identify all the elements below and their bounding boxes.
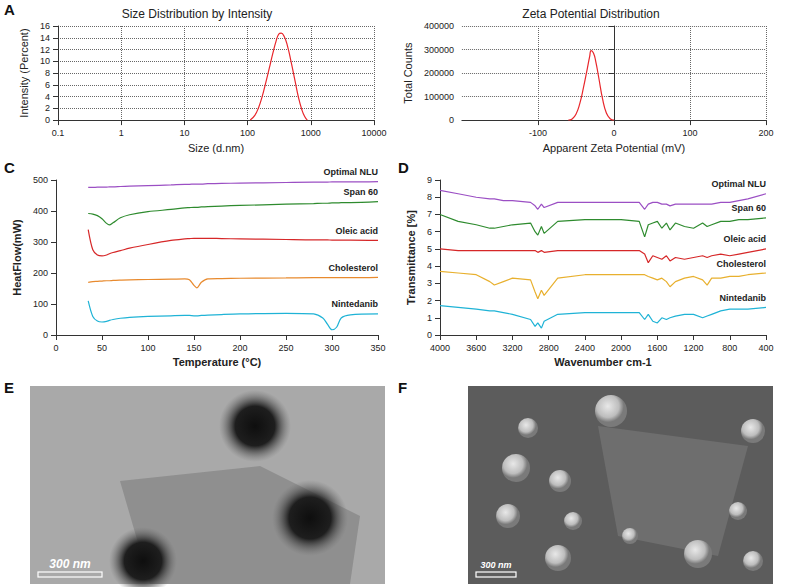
svg-text:200: 200 [33,268,48,278]
svg-text:1: 1 [119,128,124,138]
svg-text:-100: -100 [529,128,547,138]
svg-text:8: 8 [45,68,50,78]
svg-text:350: 350 [370,343,385,353]
svg-text:0: 0 [53,343,58,353]
svg-text:10: 10 [179,128,189,138]
svg-text:0.1: 0.1 [52,128,65,138]
svg-text:12: 12 [40,45,50,55]
svg-text:100: 100 [682,128,697,138]
svg-text:100000: 100000 [424,92,454,102]
svg-text:250: 250 [278,343,293,353]
svg-text:4000: 4000 [430,343,450,353]
svg-text:Cholesterol: Cholesterol [716,259,766,269]
svg-text:10: 10 [40,56,50,66]
svg-text:200000: 200000 [424,68,454,78]
svg-text:Transmittance [%]: Transmittance [%] [405,210,417,305]
html-text:C: C [4,159,15,176]
svg-text:Intensity (Percent): Intensity (Percent) [18,28,30,117]
svg-text:Size Distribution by Intensity: Size Distribution by Intensity [122,7,273,21]
svg-text:9: 9 [427,175,432,185]
svg-text:16: 16 [40,21,50,31]
svg-text:Total Counts: Total Counts [402,42,414,104]
svg-text:1200: 1200 [684,343,704,353]
svg-text:150: 150 [186,343,201,353]
svg-text:10000: 10000 [361,128,386,138]
svg-text:Span 60: Span 60 [343,187,378,197]
svg-text:7: 7 [427,209,432,219]
svg-text:Nintedanib: Nintedanib [720,293,767,303]
svg-text:2800: 2800 [539,343,559,353]
svg-text:0: 0 [611,128,616,138]
svg-text:300: 300 [33,237,48,247]
svg-text:3200: 3200 [502,343,522,353]
svg-text:2: 2 [427,296,432,306]
svg-text:Size (d.nm): Size (d.nm) [188,142,244,154]
svg-text:100: 100 [33,299,48,309]
svg-text:300 nm: 300 nm [480,560,511,570]
svg-text:500: 500 [33,175,48,185]
html-text:D: D [398,159,409,176]
svg-text:0: 0 [449,115,454,125]
svg-text:0: 0 [427,330,432,340]
svg-text:50: 50 [97,343,107,353]
svg-text:3: 3 [427,278,432,288]
svg-text:1: 1 [427,313,432,323]
svg-text:Nintedanib: Nintedanib [332,299,379,309]
svg-text:Span 60: Span 60 [731,203,766,213]
svg-text:Oleic acid: Oleic acid [723,234,766,244]
svg-text:Cholesterol: Cholesterol [328,263,378,273]
svg-text:0: 0 [45,115,50,125]
svg-text:2000: 2000 [611,343,631,353]
svg-text:8: 8 [427,192,432,202]
svg-text:6: 6 [45,80,50,90]
svg-text:4: 4 [427,261,432,271]
svg-text:200: 200 [758,128,773,138]
svg-text:2400: 2400 [575,343,595,353]
svg-text:Apparent Zeta Potential (mV): Apparent Zeta Potential (mV) [543,142,685,154]
svg-text:100: 100 [140,343,155,353]
svg-text:3600: 3600 [466,343,486,353]
svg-text:Wavenumber cm-1: Wavenumber cm-1 [554,356,651,368]
html-text:E: E [4,379,14,396]
svg-text:HeatFlow(mW): HeatFlow(mW) [11,219,23,296]
svg-text:400000: 400000 [424,21,454,31]
svg-text:2: 2 [45,103,50,113]
svg-text:6: 6 [427,227,432,237]
svg-text:4: 4 [45,92,50,102]
svg-text:Optimal NLU: Optimal NLU [323,167,378,177]
svg-text:Oleic acid: Oleic acid [335,226,378,236]
svg-text:100: 100 [240,128,255,138]
svg-text:0: 0 [43,330,48,340]
svg-text:800: 800 [722,343,737,353]
svg-text:Temperature (°C): Temperature (°C) [173,356,262,368]
svg-text:Zeta Potential Distribution: Zeta Potential Distribution [522,7,659,21]
svg-text:Optimal NLU: Optimal NLU [711,179,766,189]
svg-text:14: 14 [40,33,50,43]
svg-text:400: 400 [758,343,773,353]
svg-text:200: 200 [232,343,247,353]
svg-text:300000: 300000 [424,45,454,55]
svg-text:300 nm: 300 nm [49,557,91,571]
html-text:F: F [398,379,408,396]
html-text:A: A [4,1,15,18]
svg-text:400: 400 [33,206,48,216]
svg-text:5: 5 [427,244,432,254]
svg-text:1600: 1600 [647,343,667,353]
svg-text:1000: 1000 [301,128,321,138]
svg-text:300: 300 [324,343,339,353]
